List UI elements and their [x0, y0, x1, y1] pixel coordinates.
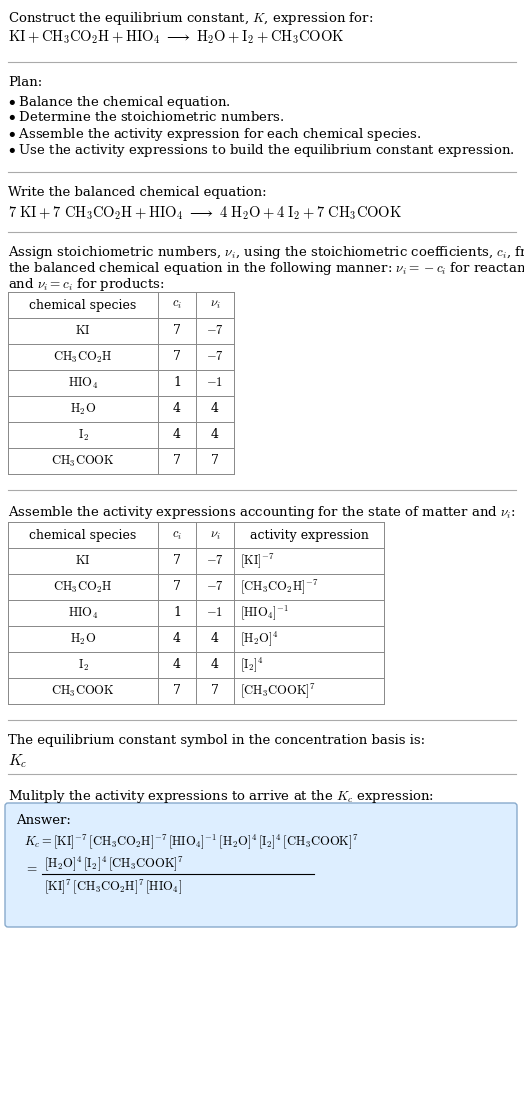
Text: $\nu_i$: $\nu_i$	[210, 528, 221, 542]
Text: Construct the equilibrium constant, $K$, expression for:: Construct the equilibrium constant, $K$,…	[8, 10, 373, 26]
Text: 4: 4	[211, 658, 219, 672]
Text: 4: 4	[173, 658, 181, 672]
Text: $=$: $=$	[24, 861, 38, 875]
Text: $\nu_i$: $\nu_i$	[210, 299, 221, 311]
Text: 4: 4	[173, 632, 181, 645]
Text: $[\mathrm{CH_3COOK}]^{7}$: $[\mathrm{CH_3COOK}]^{7}$	[240, 682, 316, 700]
Text: $\mathrm{7\ KI + 7\ CH_3CO_2H + HIO_4 \ \longrightarrow \ 4\ H_2O + 4\ I_2 + 7\ : $\mathrm{7\ KI + 7\ CH_3CO_2H + HIO_4 \ …	[8, 204, 402, 222]
Text: $\mathrm{KI + CH_3CO_2H + HIO_4 \ \longrightarrow \ H_2O + I_2 + CH_3COOK}$: $\mathrm{KI + CH_3CO_2H + HIO_4 \ \longr…	[8, 28, 344, 45]
Text: 4: 4	[173, 428, 181, 441]
Text: 7: 7	[173, 555, 181, 568]
Text: $\mathrm{HIO_4}$: $\mathrm{HIO_4}$	[68, 375, 98, 390]
Text: $[\mathrm{CH_3CO_2H}]^{-7}$: $[\mathrm{CH_3CO_2H}]^{-7}$	[240, 578, 319, 597]
Text: 4: 4	[173, 403, 181, 416]
Text: $\mathrm{CH_3COOK}$: $\mathrm{CH_3COOK}$	[51, 684, 115, 698]
Text: 4: 4	[211, 632, 219, 645]
Text: $\bullet$ Balance the chemical equation.: $\bullet$ Balance the chemical equation.	[8, 94, 231, 111]
Text: $\mathrm{KI}$: $\mathrm{KI}$	[75, 324, 91, 338]
Text: 7: 7	[211, 454, 219, 468]
Text: 7: 7	[173, 454, 181, 468]
Text: $\bullet$ Assemble the activity expression for each chemical species.: $\bullet$ Assemble the activity expressi…	[8, 126, 421, 143]
Text: $K_c = [\mathrm{KI}]^{-7}\,[\mathrm{CH_3CO_2H}]^{-7}\,[\mathrm{HIO_4}]^{-1}\,[\m: $K_c = [\mathrm{KI}]^{-7}\,[\mathrm{CH_3…	[24, 832, 359, 850]
Text: 4: 4	[211, 403, 219, 416]
Text: Assemble the activity expressions accounting for the state of matter and $\nu_i$: Assemble the activity expressions accoun…	[8, 504, 516, 521]
Text: $-7$: $-7$	[206, 324, 224, 338]
Text: $c_i$: $c_i$	[172, 299, 182, 311]
Text: $\bullet$ Use the activity expressions to build the equilibrium constant express: $\bullet$ Use the activity expressions t…	[8, 142, 515, 159]
Text: 7: 7	[211, 685, 219, 697]
Text: chemical species: chemical species	[29, 528, 137, 542]
Text: 4: 4	[211, 428, 219, 441]
Text: 7: 7	[173, 580, 181, 593]
Text: $[\mathrm{H_2O}]^4\,[\mathrm{I_2}]^4\,[\mathrm{CH_3COOK}]^7$: $[\mathrm{H_2O}]^4\,[\mathrm{I_2}]^4\,[\…	[44, 854, 184, 872]
Text: $\mathrm{I_2}$: $\mathrm{I_2}$	[78, 657, 89, 673]
Text: and $\nu_i = c_i$ for products:: and $\nu_i = c_i$ for products:	[8, 276, 165, 293]
Text: $\mathrm{CH_3CO_2H}$: $\mathrm{CH_3CO_2H}$	[53, 350, 113, 365]
Text: Assign stoichiometric numbers, $\nu_i$, using the stoichiometric coefficients, $: Assign stoichiometric numbers, $\nu_i$, …	[8, 244, 524, 261]
Text: The equilibrium constant symbol in the concentration basis is:: The equilibrium constant symbol in the c…	[8, 733, 425, 747]
Text: activity expression: activity expression	[249, 528, 368, 542]
Text: $c_i$: $c_i$	[172, 528, 182, 542]
Text: 7: 7	[173, 685, 181, 697]
FancyBboxPatch shape	[5, 803, 517, 927]
Text: Write the balanced chemical equation:: Write the balanced chemical equation:	[8, 186, 267, 199]
Text: $-1$: $-1$	[206, 607, 224, 620]
Text: $-7$: $-7$	[206, 351, 224, 364]
Text: $\mathrm{H_2O}$: $\mathrm{H_2O}$	[70, 401, 96, 417]
Text: $\bullet$ Determine the stoichiometric numbers.: $\bullet$ Determine the stoichiometric n…	[8, 110, 285, 124]
Text: $[\mathrm{H_2O}]^{4}$: $[\mathrm{H_2O}]^{4}$	[240, 630, 278, 649]
Text: $-7$: $-7$	[206, 555, 224, 568]
Text: $-1$: $-1$	[206, 376, 224, 389]
Text: 1: 1	[173, 376, 181, 389]
Text: 7: 7	[173, 324, 181, 338]
Text: $[\mathrm{KI}]^7\,[\mathrm{CH_3CO_2H}]^7\,[\mathrm{HIO_4}]$: $[\mathrm{KI}]^7\,[\mathrm{CH_3CO_2H}]^7…	[44, 877, 182, 896]
Text: $[\mathrm{KI}]^{-7}$: $[\mathrm{KI}]^{-7}$	[240, 552, 275, 570]
Text: $-7$: $-7$	[206, 580, 224, 593]
Text: the balanced chemical equation in the following manner: $\nu_i = -c_i$ for react: the balanced chemical equation in the fo…	[8, 260, 524, 277]
Text: $\mathrm{I_2}$: $\mathrm{I_2}$	[78, 428, 89, 442]
Text: $\mathrm{CH_3CO_2H}$: $\mathrm{CH_3CO_2H}$	[53, 579, 113, 595]
Text: Answer:: Answer:	[16, 814, 71, 827]
Text: $[\mathrm{I_2}]^{4}$: $[\mathrm{I_2}]^{4}$	[240, 655, 264, 674]
Text: $K_c$: $K_c$	[8, 752, 28, 770]
Text: $\mathrm{H_2O}$: $\mathrm{H_2O}$	[70, 631, 96, 646]
Text: Mulitply the activity expressions to arrive at the $K_c$ expression:: Mulitply the activity expressions to arr…	[8, 788, 434, 805]
Text: 1: 1	[173, 607, 181, 620]
Text: chemical species: chemical species	[29, 299, 137, 311]
Text: 7: 7	[173, 351, 181, 364]
Text: $\mathrm{CH_3COOK}$: $\mathrm{CH_3COOK}$	[51, 453, 115, 469]
Text: Plan:: Plan:	[8, 76, 42, 89]
Text: $[\mathrm{HIO_4}]^{-1}$: $[\mathrm{HIO_4}]^{-1}$	[240, 603, 289, 622]
Text: $\mathrm{HIO_4}$: $\mathrm{HIO_4}$	[68, 606, 98, 621]
Text: $\mathrm{KI}$: $\mathrm{KI}$	[75, 555, 91, 568]
